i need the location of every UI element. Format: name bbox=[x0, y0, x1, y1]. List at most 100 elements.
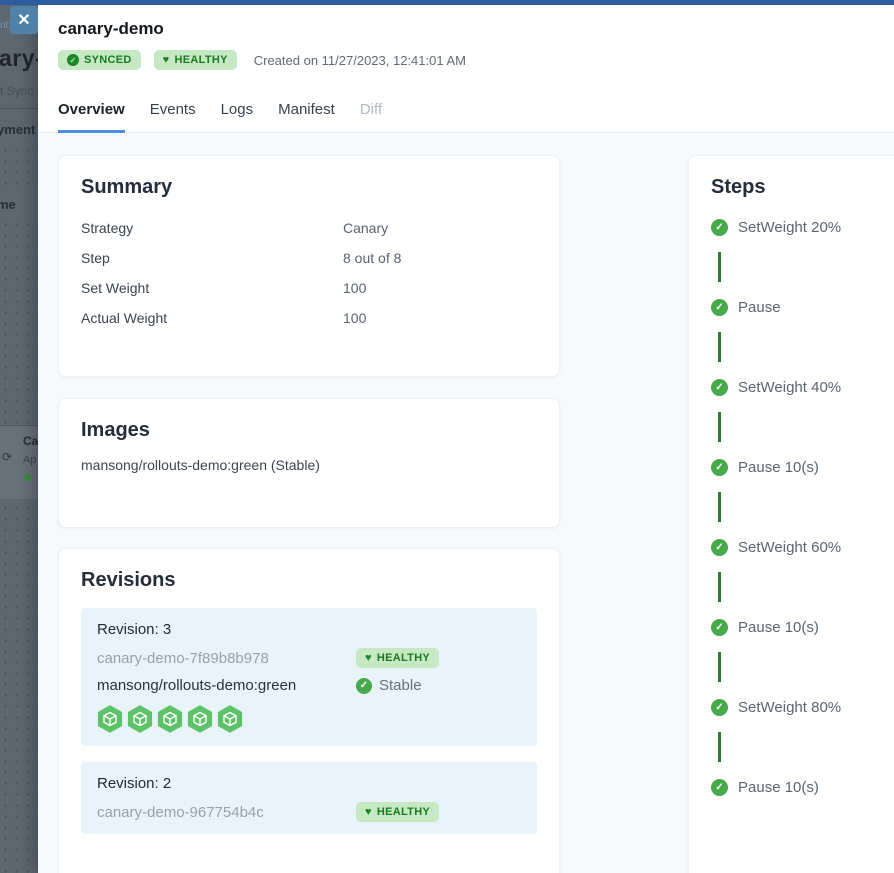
heart-icon: ♥ bbox=[162, 53, 170, 66]
revision-healthy-badge: ♥ HEALTHY bbox=[356, 802, 440, 822]
dimmed-background-page: nt:soft ary- t Sync yment me ⟳ Ca Ap bbox=[0, 5, 38, 873]
heart-icon: ♥ bbox=[365, 805, 372, 818]
revisions-card-title: Revisions bbox=[81, 569, 176, 591]
summary-row-label: Step bbox=[81, 250, 110, 266]
step-connector-line bbox=[718, 252, 721, 282]
step-label: Pause 10(s) bbox=[738, 458, 819, 476]
images-card: Images mansong/rollouts-demo:green (Stab… bbox=[58, 398, 560, 528]
step-connector-line bbox=[718, 652, 721, 682]
close-panel-button[interactable]: ✕ bbox=[10, 6, 38, 34]
steps-card: Steps ✓ SetWeight 20% ✓ Pause ✓ SetWeigh… bbox=[688, 155, 894, 873]
step-label: Pause 10(s) bbox=[738, 618, 819, 636]
rollout-detail-panel: canary-demo ✓ SYNCED ♥ HEALTHY Created o… bbox=[38, 5, 894, 873]
step-check-icon: ✓ bbox=[711, 618, 728, 636]
revision-item-2: Revision: 2 canary-demo-967754b4c ♥ HEAL… bbox=[81, 762, 537, 834]
revision-role: ✓ Stable bbox=[356, 677, 521, 694]
steps-list: ✓ SetWeight 20% ✓ Pause ✓ SetWeight 40% … bbox=[689, 217, 894, 797]
step-check-icon: ✓ bbox=[711, 378, 728, 396]
summary-row-value: Canary bbox=[343, 220, 389, 236]
step-item: ✓ Pause 10(s) bbox=[689, 457, 894, 477]
pod-icon bbox=[187, 705, 213, 733]
summary-card: Summary Strategy Canary Step 8 out of 8 … bbox=[58, 155, 560, 377]
background-dot-grid bbox=[0, 145, 38, 185]
summary-row-label: Strategy bbox=[81, 220, 134, 236]
synced-badge-label: SYNCED bbox=[84, 54, 132, 66]
tab-manifest[interactable]: Manifest bbox=[278, 101, 335, 118]
background-divider bbox=[0, 108, 38, 109]
step-item: ✓ Pause 10(s) bbox=[689, 617, 894, 637]
summary-rows: Strategy Canary Step 8 out of 8 Set Weig… bbox=[59, 213, 559, 333]
step-connector-line bbox=[718, 492, 721, 522]
step-check-icon: ✓ bbox=[711, 698, 728, 716]
summary-row: Actual Weight 100 bbox=[81, 303, 537, 333]
panel-content: Summary Strategy Canary Step 8 out of 8 … bbox=[38, 133, 894, 873]
step-item: ✓ SetWeight 20% bbox=[689, 217, 894, 237]
revisions-card: Revisions Revision: 3 canary-demo-7f89b8… bbox=[58, 548, 560, 873]
summary-row-label: Actual Weight bbox=[81, 310, 168, 326]
background-app-card-fragment: ⟳ Ca Ap bbox=[0, 425, 38, 499]
status-row: ✓ SYNCED ♥ HEALTHY Created on 11/27/2023… bbox=[58, 50, 466, 70]
revision-health-label: HEALTHY bbox=[376, 806, 431, 818]
healthy-status-badge: ♥ HEALTHY bbox=[153, 50, 237, 70]
pod-row bbox=[97, 704, 521, 734]
revision-healthy-badge: ♥ HEALTHY bbox=[356, 648, 440, 668]
image-item: mansong/rollouts-demo:green (Stable) bbox=[81, 457, 320, 473]
rollout-title: canary-demo bbox=[58, 19, 164, 38]
step-item: ✓ SetWeight 80% bbox=[689, 697, 894, 717]
background-dot-grid bbox=[0, 503, 38, 873]
created-timestamp: Created on 11/27/2023, 12:41:01 AM bbox=[253, 52, 466, 68]
summary-card-title: Summary bbox=[81, 176, 173, 198]
step-label: SetWeight 60% bbox=[738, 538, 842, 556]
heart-icon: ♥ bbox=[365, 651, 372, 664]
replicaset-name: canary-demo-7f89b8b978 bbox=[97, 649, 269, 667]
summary-row: Step 8 out of 8 bbox=[81, 243, 537, 273]
panel-header: canary-demo ✓ SYNCED ♥ HEALTHY Created o… bbox=[38, 5, 894, 133]
step-item: ✓ SetWeight 60% bbox=[689, 537, 894, 557]
replicaset-name: canary-demo-967754b4c bbox=[97, 803, 264, 821]
background-card-title-fragment: Ca bbox=[23, 434, 38, 448]
tab-logs[interactable]: Logs bbox=[220, 101, 254, 118]
check-circle-icon: ✓ bbox=[356, 677, 372, 694]
healthy-badge-label: HEALTHY bbox=[174, 54, 228, 66]
synced-status-badge: ✓ SYNCED bbox=[58, 50, 141, 70]
images-card-title: Images bbox=[81, 419, 150, 441]
background-sync-text-fragment: t Sync bbox=[0, 84, 34, 98]
step-label: Pause bbox=[738, 298, 781, 316]
pod-icon bbox=[217, 705, 243, 733]
summary-row: Set Weight 100 bbox=[81, 273, 537, 303]
revision-replicaset-row: canary-demo-7f89b8b978 ♥ HEALTHY bbox=[97, 648, 521, 668]
step-connector-line bbox=[718, 412, 721, 442]
step-check-icon: ✓ bbox=[711, 218, 728, 236]
tab-events[interactable]: Events bbox=[149, 101, 196, 118]
summary-row-value: 8 out of 8 bbox=[343, 250, 402, 266]
background-name-fragment: me bbox=[0, 197, 16, 212]
tab-diff[interactable]: Diff bbox=[359, 101, 383, 118]
step-check-icon: ✓ bbox=[711, 778, 728, 796]
step-item: ✓ Pause bbox=[689, 297, 894, 317]
summary-row-value: 100 bbox=[343, 280, 367, 296]
pod-icon bbox=[97, 705, 123, 733]
steps-card-title: Steps bbox=[711, 176, 766, 198]
pod-icon bbox=[127, 705, 153, 733]
summary-row-value: 100 bbox=[343, 310, 367, 326]
step-check-icon: ✓ bbox=[711, 298, 728, 316]
step-label: Pause 10(s) bbox=[738, 778, 819, 796]
step-label: SetWeight 20% bbox=[738, 218, 842, 236]
tab-overview[interactable]: Overview bbox=[58, 101, 125, 133]
background-page-title-fragment: ary- bbox=[0, 45, 38, 71]
background-deployment-fragment: yment bbox=[0, 122, 36, 137]
step-check-icon: ✓ bbox=[711, 538, 728, 556]
revision-image-row: mansong/rollouts-demo:green ✓ Stable bbox=[97, 677, 521, 694]
revision-replicaset-row: canary-demo-967754b4c ♥ HEALTHY bbox=[97, 802, 521, 822]
tab-bar: Overview Events Logs Manifest Diff bbox=[58, 101, 382, 133]
step-label: SetWeight 40% bbox=[738, 378, 842, 396]
step-connector-line bbox=[718, 732, 721, 762]
revision-health-label: HEALTHY bbox=[376, 652, 431, 664]
revision-name: Revision: 3 bbox=[97, 621, 172, 638]
revision-role-label: Stable bbox=[379, 677, 422, 694]
revision-name: Revision: 2 bbox=[97, 775, 172, 792]
background-health-dot bbox=[24, 474, 31, 481]
close-icon: ✕ bbox=[17, 12, 31, 29]
step-connector-line bbox=[718, 572, 721, 602]
step-item: ✓ Pause 10(s) bbox=[689, 777, 894, 797]
